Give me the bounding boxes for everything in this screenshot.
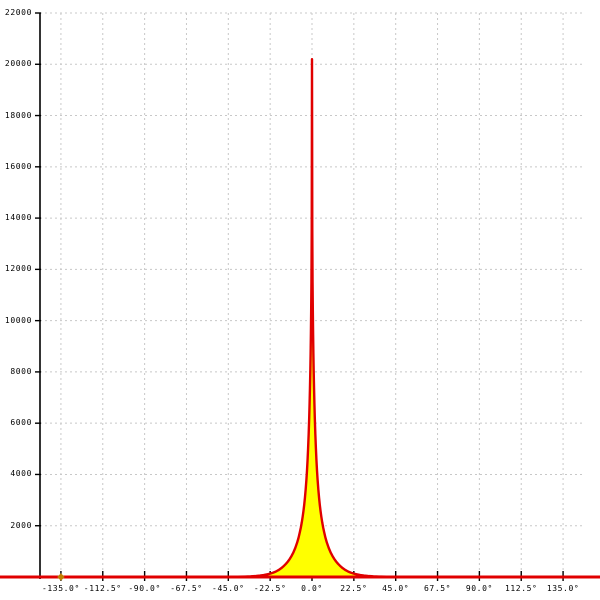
x-axis-label-1: -112.5°: [83, 584, 122, 593]
distribution-outline: [40, 57, 584, 579]
x-axis-label-8: 45.0°: [382, 584, 410, 593]
origin-diamond-marker: [57, 573, 65, 581]
x-axis-label-0: -135.0°: [41, 584, 80, 593]
x-axis-label-3: -67.5°: [170, 584, 203, 593]
x-axis-label-10: 90.0°: [465, 584, 493, 593]
x-axis-label-4: -45.0°: [212, 584, 245, 593]
y-axis-label-1: 4000: [10, 469, 32, 479]
x-axis-label-11: 112.5°: [504, 584, 538, 593]
x-axis-label-9: 67.5°: [423, 584, 452, 593]
y-axis-label-6: 14000: [4, 213, 32, 223]
y-axis-label-8: 18000: [4, 110, 32, 120]
x-axis-label-5: -22.5°: [253, 584, 287, 593]
y-axis-label-7: 16000: [4, 161, 32, 171]
x-axis-label-6: 0.0°: [301, 584, 323, 593]
y-axis-label-0: 2000: [10, 520, 32, 530]
diamond-marker-shape: [57, 573, 65, 581]
y-axis-label-5: 12000: [4, 264, 32, 274]
y-axis-label-9: 20000: [4, 59, 32, 69]
y-axis-label-3: 8000: [10, 366, 32, 376]
y-axis-label-4: 10000: [4, 315, 32, 325]
y-axis-label-10: 22000: [4, 8, 32, 17]
x-axis-label-2: -90.0°: [128, 584, 161, 593]
y-axis-label-2: 6000: [10, 418, 32, 428]
x-axis-label-7: 22.5°: [340, 584, 368, 593]
x-axis-label-12: 135.0°: [546, 584, 580, 593]
vertical-gridlines: [60, 13, 564, 577]
